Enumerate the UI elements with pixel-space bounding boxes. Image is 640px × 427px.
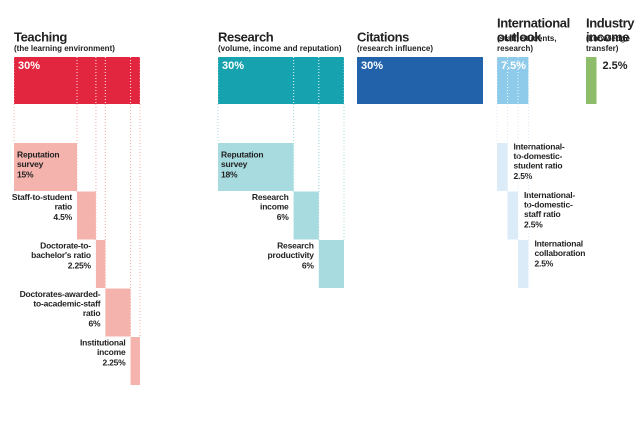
- component-label: to-domestic-: [524, 199, 573, 209]
- component-label: student ratio: [514, 160, 563, 170]
- component-label: survey: [17, 159, 44, 169]
- component-value: 4.5%: [53, 212, 72, 222]
- component-bar: [105, 288, 131, 337]
- component-label: to-academic-staff: [33, 298, 100, 308]
- pillar-subtitle: (knowledge: [586, 34, 631, 43]
- pillar-title: outlook: [497, 29, 542, 44]
- pillar-title: Research: [218, 29, 274, 44]
- component-bar: [14, 143, 77, 191]
- component-label: ratio: [55, 201, 72, 211]
- component-bar: [318, 240, 344, 288]
- pillar-bar: [218, 57, 344, 104]
- pillar-value: 7.5%: [501, 60, 526, 72]
- component-value: 18%: [221, 169, 238, 179]
- component-label: International-: [514, 141, 565, 151]
- pillar-title: Teaching: [14, 29, 67, 44]
- component-label: to-domestic-: [514, 151, 563, 161]
- pillar-title: Citations: [357, 29, 409, 44]
- pillar-value: 30%: [361, 60, 383, 72]
- component-value: 2.25%: [102, 357, 126, 367]
- pillar-bar: [497, 57, 529, 104]
- component-label: Doctorate-to-: [40, 240, 91, 250]
- component-bar: [130, 337, 140, 385]
- component-label: Institutional: [80, 337, 126, 347]
- component-label: Reputation: [17, 149, 59, 159]
- component-label: bachelor's ratio: [31, 250, 91, 260]
- pillar-title: International: [497, 15, 570, 30]
- pillar-title: income: [586, 29, 629, 44]
- component-label: International: [535, 238, 583, 248]
- component-value: 2.5%: [524, 219, 543, 229]
- pillar-subtitle: (staff, students,: [497, 34, 557, 43]
- pillar-bar: [586, 57, 597, 104]
- component-label: staff ratio: [524, 209, 561, 219]
- component-label: Research: [252, 192, 289, 202]
- component-bar: [518, 240, 529, 288]
- component-bar: [77, 191, 96, 240]
- pillar-value: 30%: [18, 60, 40, 72]
- component-label: productivity: [268, 250, 315, 260]
- component-label: ratio: [83, 308, 100, 318]
- component-value: 6%: [302, 260, 315, 270]
- pillar-subtitle: (research influence): [357, 44, 433, 53]
- pillar-value: 2.5%: [603, 60, 628, 72]
- pillar-bar: [357, 57, 483, 104]
- component-bar: [293, 191, 319, 240]
- pillar-subtitle: research): [497, 44, 533, 53]
- component-label: Reputation: [221, 149, 263, 159]
- component-label: income: [97, 347, 126, 357]
- component-value: 15%: [17, 169, 34, 179]
- component-value: 6%: [277, 212, 290, 222]
- component-bar: [497, 143, 508, 191]
- component-label: International-: [524, 190, 575, 200]
- component-value: 2.5%: [514, 171, 533, 181]
- component-label: collaboration: [535, 248, 586, 258]
- component-label: survey: [221, 159, 248, 169]
- component-label: Research: [277, 240, 314, 250]
- component-label: Staff-to-student: [12, 192, 72, 202]
- pillar-subtitle: (the learning environment): [14, 44, 115, 53]
- component-value: 2.5%: [535, 258, 554, 268]
- component-bar: [507, 191, 518, 240]
- component-bar: [218, 143, 294, 191]
- pillar-title: Industry: [586, 15, 635, 30]
- component-value: 2.25%: [68, 260, 92, 270]
- component-label: income: [260, 201, 289, 211]
- pillar-value: 30%: [222, 60, 244, 72]
- component-bar: [95, 240, 106, 288]
- pillar-subtitle: (volume, income and reputation): [218, 44, 342, 53]
- component-value: 6%: [88, 318, 101, 328]
- component-label: Doctorates-awarded-: [20, 289, 101, 299]
- pillar-subtitle: transfer): [586, 44, 619, 53]
